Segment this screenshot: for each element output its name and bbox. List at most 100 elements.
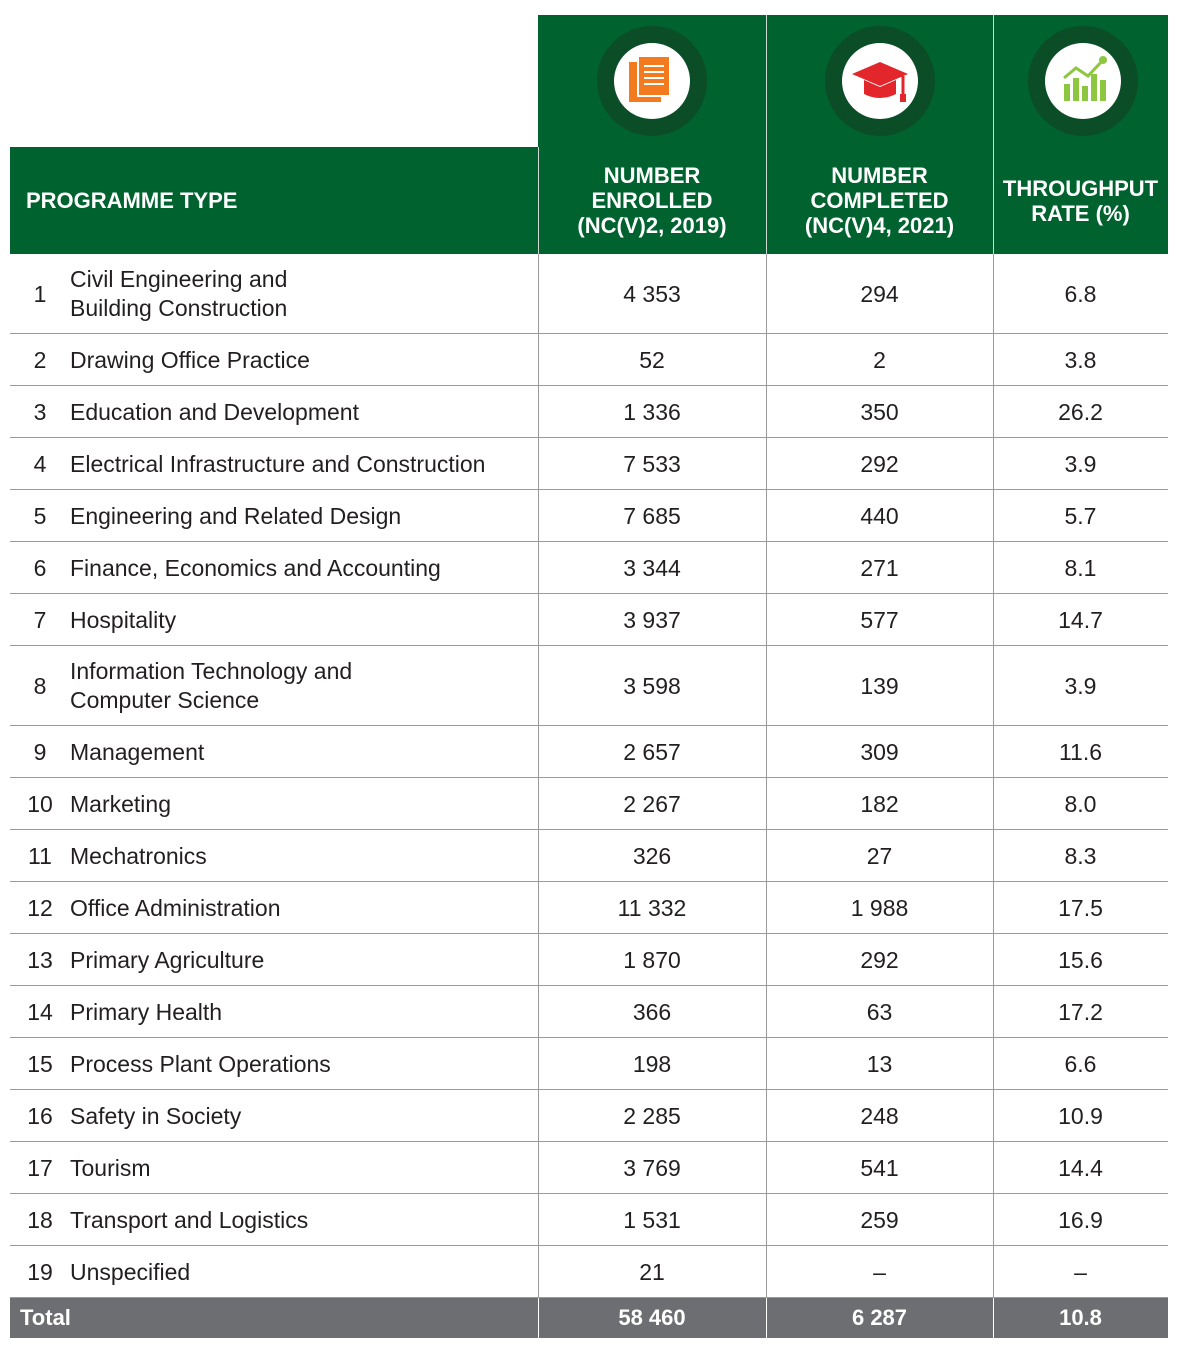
- column-divider: [766, 1194, 767, 1246]
- chart-icon: [1028, 26, 1138, 136]
- header-text: ENROLLED: [591, 188, 713, 213]
- total-cell: 6 287: [766, 1298, 993, 1338]
- value-cell: 577: [766, 594, 993, 646]
- value-text: 1 336: [623, 398, 681, 425]
- header-text: PROGRAMME TYPE: [26, 188, 238, 213]
- value-text: 366: [632, 998, 672, 1025]
- row-name: Finance, Economics and Accounting: [70, 554, 441, 581]
- value-cell: 440: [766, 490, 993, 542]
- row-label: 9 Management: [10, 726, 538, 778]
- column-divider: [993, 1194, 994, 1246]
- row-divider: [10, 881, 1168, 882]
- column-divider: [766, 254, 767, 334]
- value-text: 2 657: [623, 738, 681, 765]
- value-cell: 326: [538, 830, 766, 882]
- row-number: 13: [27, 946, 53, 973]
- header-text: (NC(V)4, 2021): [804, 213, 955, 238]
- value-cell: 292: [766, 934, 993, 986]
- value-text: 15.6: [1058, 946, 1103, 973]
- row-label: 12 Office Administration: [10, 882, 538, 934]
- header-text: NUMBER: [603, 163, 701, 188]
- value-text: 350: [860, 398, 899, 425]
- column-divider: [993, 882, 994, 934]
- column-divider: [766, 778, 767, 830]
- row-name: Tourism: [70, 1154, 151, 1181]
- column-divider: [538, 254, 539, 334]
- value-cell: 198: [538, 1038, 766, 1090]
- row-number: 18: [27, 1206, 53, 1233]
- row-number: 17: [27, 1154, 53, 1181]
- row-name: Marketing: [70, 790, 171, 817]
- column-divider: [538, 1038, 539, 1090]
- value-cell: 1 870: [538, 934, 766, 986]
- column-divider: [538, 778, 539, 830]
- value-cell: 3.8: [993, 334, 1168, 386]
- row-name: Safety in Society: [70, 1102, 242, 1129]
- value-cell: 541: [766, 1142, 993, 1194]
- value-cell: 21: [538, 1246, 766, 1298]
- row-number: 9: [33, 738, 47, 765]
- value-text: 16.9: [1058, 1206, 1103, 1233]
- value-text: 2: [873, 346, 886, 373]
- row-name: Hospitality: [70, 606, 177, 633]
- header-text: (NC(V)2, 2019): [577, 213, 727, 238]
- graduation-icon: [825, 26, 935, 136]
- row-number: 3: [33, 398, 47, 425]
- row-name: Office Administration: [70, 894, 281, 921]
- value-text: 2 285: [623, 1102, 681, 1129]
- row-name: Building Construction: [70, 295, 288, 321]
- value-text: 271: [860, 554, 899, 581]
- header-divider: [993, 147, 994, 254]
- column-divider: [538, 986, 539, 1038]
- value-cell: 2 285: [538, 1090, 766, 1142]
- column-divider: [538, 438, 539, 490]
- column-divider: [766, 830, 767, 882]
- column-divider: [993, 438, 994, 490]
- row-number: 10: [27, 790, 53, 817]
- value-cell: 7 533: [538, 438, 766, 490]
- row-label: 18 Transport and Logistics: [10, 1194, 538, 1246]
- value-cell: 3.9: [993, 646, 1168, 726]
- row-label: 15 Process Plant Operations: [10, 1038, 538, 1090]
- row-divider: [10, 1245, 1168, 1246]
- column-divider: [538, 882, 539, 934]
- column-divider: [766, 1246, 767, 1298]
- value-cell: 8.1: [993, 542, 1168, 594]
- row-name: Civil Engineering and: [70, 266, 288, 292]
- row-label: 13 Primary Agriculture: [10, 934, 538, 986]
- header-text: RATE (%): [1031, 200, 1130, 226]
- row-label: 6 Finance, Economics and Accounting: [10, 542, 538, 594]
- value-text: 7 685: [623, 502, 681, 529]
- column-divider: [766, 438, 767, 490]
- value-cell: 309: [766, 726, 993, 778]
- row-name: Management: [70, 738, 205, 765]
- value-cell: 1 988: [766, 882, 993, 934]
- row-divider: [10, 437, 1168, 438]
- value-cell: 14.4: [993, 1142, 1168, 1194]
- value-cell: 13: [766, 1038, 993, 1090]
- value-cell: 7 685: [538, 490, 766, 542]
- value-text: 6.8: [1064, 280, 1097, 307]
- column-divider: [766, 986, 767, 1038]
- row-number: 16: [27, 1102, 53, 1129]
- value-text: 4 353: [623, 280, 681, 307]
- value-text: 292: [860, 450, 899, 477]
- row-label: 4 Electrical Infrastructure and Construct…: [10, 438, 538, 490]
- column-divider: [766, 1038, 767, 1090]
- row-label: 17 Tourism: [10, 1142, 538, 1194]
- column-divider: [766, 1142, 767, 1194]
- value-text: 577: [860, 606, 899, 633]
- value-text: 3 344: [623, 554, 681, 581]
- value-cell: 3 344: [538, 542, 766, 594]
- column-divider: [993, 1142, 994, 1194]
- row-name: Electrical Infrastructure and Constructi…: [70, 450, 486, 477]
- column-divider: [766, 334, 767, 386]
- column-divider: [538, 1246, 539, 1298]
- row-label: 11 Mechatronics: [10, 830, 538, 882]
- row-label: 7 Hospitality: [10, 594, 538, 646]
- value-text: 6.6: [1064, 1050, 1097, 1077]
- row-number: 1: [33, 280, 47, 307]
- value-text: 26.2: [1058, 398, 1103, 425]
- column-divider: [993, 1246, 994, 1298]
- row-divider: [10, 1193, 1168, 1194]
